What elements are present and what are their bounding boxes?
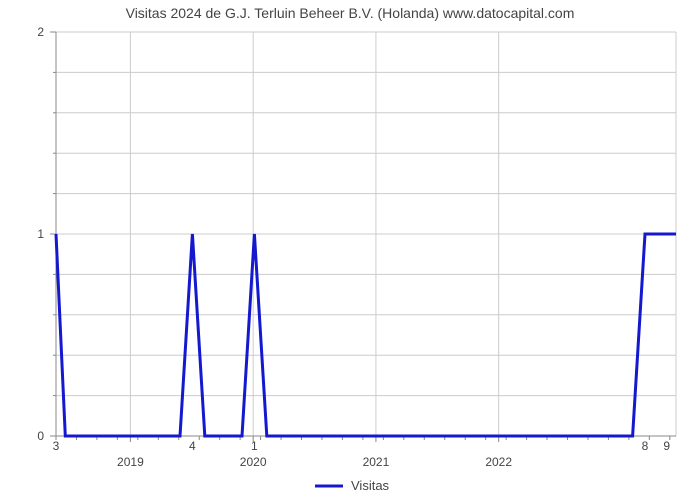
chart-background (0, 0, 700, 500)
y-tick-label: 2 (37, 25, 44, 39)
chart-title: Visitas 2024 de G.J. Terluin Beheer B.V.… (126, 5, 575, 21)
x-secondary-label: 1 (251, 439, 258, 453)
x-tick-label: 2021 (363, 455, 390, 469)
x-secondary-label: 8 (642, 439, 649, 453)
x-tick-label: 2020 (240, 455, 267, 469)
x-tick-label: 2019 (117, 455, 144, 469)
x-secondary-label: 4 (189, 439, 196, 453)
x-tick-label: 2022 (485, 455, 512, 469)
x-secondary-label: 9 (663, 439, 670, 453)
x-secondary-label: 3 (53, 439, 60, 453)
y-tick-label: 1 (37, 227, 44, 241)
y-tick-label: 0 (37, 429, 44, 443)
visits-line-chart: Visitas 2024 de G.J. Terluin Beheer B.V.… (0, 0, 700, 500)
legend-label: Visitas (351, 478, 390, 493)
